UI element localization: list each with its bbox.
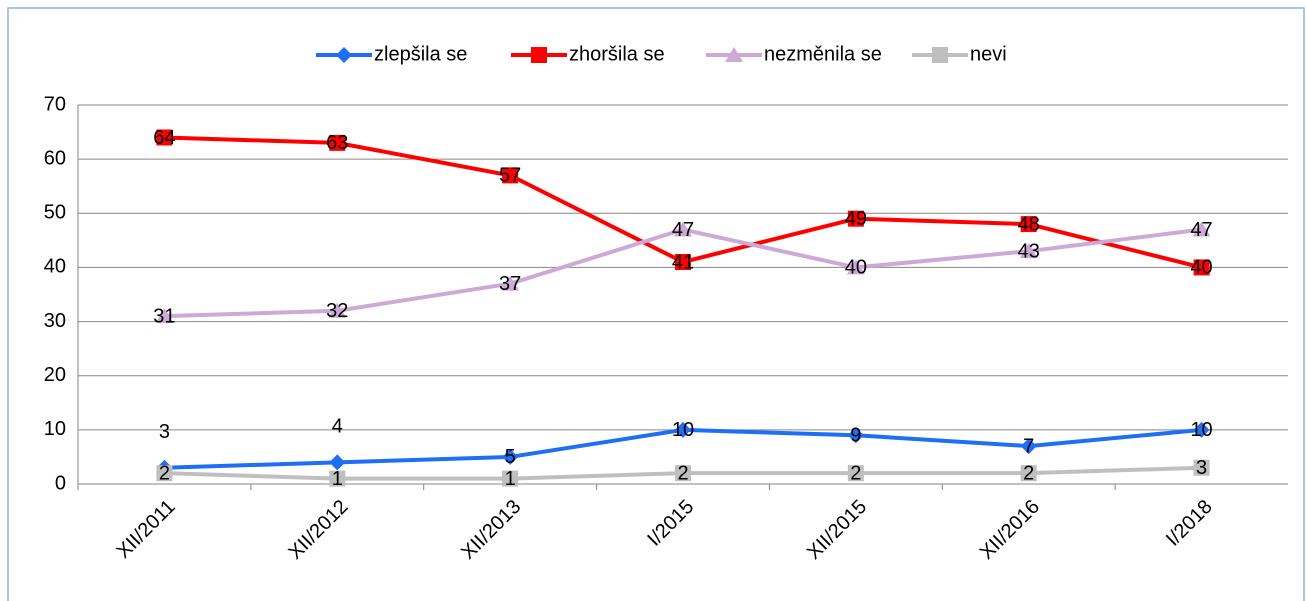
- marker: [155, 308, 174, 324]
- marker: [847, 210, 864, 227]
- marker: [329, 454, 346, 471]
- x-tick-label: XII/2013: [457, 496, 525, 564]
- data-label: 5: [505, 446, 516, 468]
- marker: [1020, 438, 1037, 455]
- data-label: 64: [153, 127, 175, 149]
- y-tick-label: 50: [44, 202, 66, 224]
- marker: [932, 47, 948, 63]
- x-tick-label: XII/2012: [284, 496, 352, 564]
- data-label: 49: [845, 208, 867, 230]
- x-tick-label: I/2015: [643, 496, 698, 551]
- data-label: 2: [159, 462, 170, 484]
- data-label: 31: [153, 305, 175, 327]
- x-tick-label: XII/2015: [803, 496, 871, 564]
- data-label: 43: [1018, 240, 1040, 262]
- marker: [501, 275, 520, 291]
- marker: [846, 259, 865, 275]
- y-tick-label: 70: [44, 93, 66, 115]
- legend-label: nezměnila se: [764, 43, 882, 65]
- legend-label: zhoršila se: [569, 43, 665, 65]
- y-tick-label: 60: [44, 147, 66, 169]
- marker: [329, 134, 346, 151]
- marker: [329, 470, 346, 487]
- data-label: 3: [159, 421, 170, 443]
- marker: [502, 448, 519, 465]
- y-tick-label: 40: [44, 256, 66, 278]
- marker: [674, 221, 692, 237]
- marker: [328, 302, 347, 318]
- marker: [675, 421, 691, 438]
- data-label: 2: [1023, 462, 1034, 484]
- data-label: 7: [1023, 435, 1034, 457]
- marker: [1193, 259, 1210, 276]
- legend-label: zlepšila se: [374, 43, 467, 65]
- data-label: 1: [332, 468, 343, 490]
- data-label: 2: [677, 462, 688, 484]
- y-tick-label: 30: [44, 310, 66, 332]
- marker: [1193, 421, 1210, 438]
- marker: [502, 167, 519, 184]
- data-label: 10: [1190, 419, 1212, 441]
- data-label: 37: [499, 273, 521, 295]
- y-tick-label: 0: [55, 472, 66, 494]
- legend-label: nevi: [970, 43, 1007, 65]
- marker: [1193, 459, 1210, 476]
- data-label: 2: [850, 462, 861, 484]
- y-tick-label: 10: [44, 418, 66, 440]
- data-label: 40: [1190, 257, 1212, 279]
- marker: [1020, 465, 1037, 482]
- data-label: 41: [672, 251, 694, 273]
- data-label: 47: [1190, 219, 1212, 241]
- marker: [675, 254, 691, 271]
- data-label: 9: [850, 425, 861, 447]
- data-label: 57: [499, 165, 521, 187]
- data-label: 47: [672, 219, 694, 241]
- marker: [336, 47, 352, 63]
- marker: [847, 427, 864, 444]
- marker: [1192, 221, 1211, 237]
- x-tick-label: XII/2011: [113, 496, 180, 563]
- data-label: 1: [505, 468, 516, 490]
- data-label: 40: [845, 257, 867, 279]
- marker: [156, 129, 173, 146]
- data-label: 48: [1018, 213, 1040, 235]
- data-label: 32: [326, 300, 348, 322]
- x-tick-label: I/2018: [1162, 496, 1217, 551]
- chart-frame: [7, 7, 1305, 601]
- data-label: 3: [1196, 457, 1207, 479]
- data-label: 63: [326, 132, 348, 154]
- data-label: 4: [332, 416, 343, 438]
- marker: [1020, 216, 1037, 233]
- marker: [675, 465, 691, 482]
- marker: [725, 47, 743, 62]
- marker: [1019, 243, 1038, 259]
- marker: [156, 465, 173, 482]
- y-tick-label: 20: [44, 364, 66, 386]
- x-tick-label: XII/2016: [976, 496, 1044, 564]
- data-label: 10: [672, 419, 694, 441]
- marker: [531, 47, 547, 63]
- marker: [502, 470, 519, 487]
- marker: [847, 465, 864, 482]
